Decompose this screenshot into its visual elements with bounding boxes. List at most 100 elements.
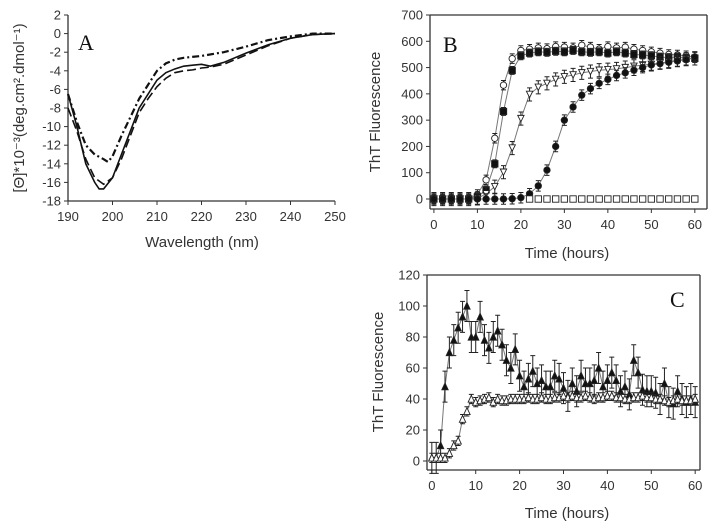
x-axis-title: Wavelength (nm) (145, 234, 259, 251)
y-tick-label: -18 (42, 194, 61, 209)
data-point (445, 448, 454, 457)
data-point (471, 332, 480, 341)
y-tick-label: -8 (49, 101, 61, 116)
x-tick-label: 20 (512, 478, 526, 493)
data-point (484, 343, 493, 352)
data-point (456, 195, 464, 203)
data-point (603, 375, 612, 385)
data-point (534, 83, 543, 92)
y-tick-label: 200 (401, 139, 423, 154)
data-point (525, 49, 534, 57)
y-tick-label: 700 (401, 8, 423, 23)
data-point (599, 381, 607, 391)
data-point (560, 116, 569, 124)
y-tick-label: 0 (413, 454, 420, 469)
panel-label: B (443, 32, 458, 57)
data-point (493, 394, 502, 403)
x-tick-label: 220 (191, 209, 213, 224)
y-tick-label: 80 (406, 330, 420, 345)
data-point (543, 48, 551, 56)
data-point (568, 391, 577, 400)
data-point (430, 195, 438, 203)
x-tick-label: 20 (514, 217, 528, 232)
data-point (454, 436, 463, 445)
data-point (552, 195, 560, 203)
data-point (647, 61, 655, 69)
y-tick-label: 0 (416, 192, 423, 207)
y-tick-label: 2 (54, 8, 61, 23)
data-point (441, 381, 449, 391)
data-point (560, 48, 569, 56)
data-point (604, 75, 612, 84)
data-point (551, 75, 560, 84)
data-point (604, 49, 612, 57)
data-point (673, 195, 682, 203)
data-point (577, 69, 586, 78)
data-point (569, 195, 577, 203)
series-dashed (67, 32, 336, 186)
data-point (517, 52, 525, 60)
y-tick-label: -16 (42, 175, 61, 190)
x-tick-label: 40 (600, 478, 614, 493)
y-tick-label: -4 (49, 63, 61, 78)
data-point (491, 160, 499, 168)
data-point (665, 195, 673, 203)
data-point (569, 103, 577, 111)
data-point (647, 392, 656, 402)
y-axis-title: ThT Fluorescence (370, 312, 387, 433)
series-filled-triangles (427, 290, 700, 474)
y-tick-label: 500 (401, 60, 423, 75)
data-point (463, 301, 471, 310)
series-dash-dot (66, 32, 335, 164)
data-point (524, 374, 533, 383)
chart-panel-a: 190 200 210 220 230 240 250 2 0 -2 -4 -6 -8 -10 -12 -14… (11, 8, 346, 252)
data-point (578, 91, 586, 99)
y-tick-label: 600 (401, 34, 423, 49)
data-point (585, 392, 594, 402)
series-open-squares (525, 195, 699, 203)
data-point (493, 326, 502, 335)
chart-panel-b: 0 10 20 30 40 50 600100200300400500600700Time … (367, 8, 708, 262)
x-tick-label: 30 (556, 478, 570, 493)
x-tick-label: 240 (280, 209, 302, 224)
data-point (691, 195, 699, 203)
data-point (499, 107, 508, 116)
data-point (656, 394, 664, 403)
data-point (656, 59, 664, 68)
data-point (569, 71, 577, 80)
data-point (581, 391, 590, 400)
data-point (484, 392, 493, 402)
data-point (638, 391, 647, 400)
data-point (436, 440, 445, 450)
data-point (607, 367, 616, 377)
x-tick-label: 30 (557, 217, 571, 232)
data-point (498, 339, 506, 349)
data-point (638, 51, 647, 59)
series-solid (67, 32, 336, 190)
y-tick-label: 100 (401, 165, 423, 180)
data-point (491, 134, 499, 142)
x-tick-label: 50 (644, 217, 658, 232)
data-point (577, 370, 585, 380)
data-point (586, 48, 595, 56)
x-tick-label: 230 (235, 209, 257, 224)
data-point (555, 374, 564, 383)
data-point (612, 195, 621, 203)
data-point (682, 195, 690, 203)
data-point (467, 394, 476, 403)
x-tick-label: 60 (688, 217, 702, 232)
y-tick-label: -12 (42, 138, 61, 153)
data-point (621, 381, 629, 391)
data-point (534, 182, 542, 190)
data-point (612, 65, 621, 74)
y-tick-label: 400 (401, 86, 423, 101)
data-point (612, 375, 621, 385)
x-tick-label: 190 (57, 209, 79, 224)
y-axis-title: [Θ]*10⁻³(deg.cm².dmol⁻¹) (11, 23, 28, 192)
data-point (673, 57, 682, 65)
data-point (534, 48, 542, 56)
data-point (560, 73, 569, 81)
data-point (621, 195, 629, 203)
data-point (586, 195, 595, 203)
